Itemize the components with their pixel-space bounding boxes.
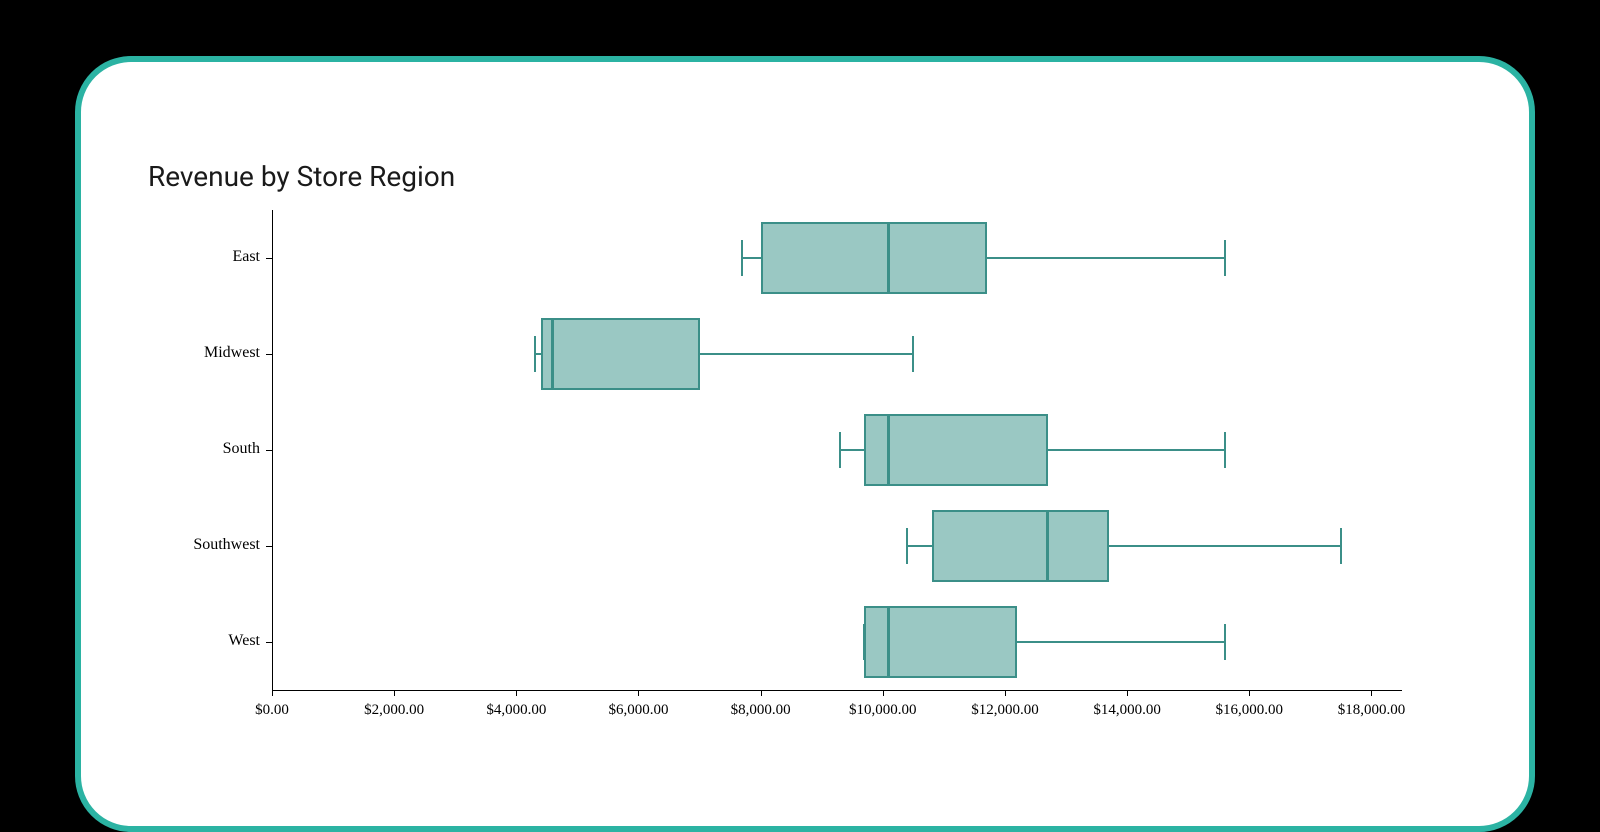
y-tick xyxy=(266,546,272,547)
box xyxy=(541,318,700,390)
whisker-high xyxy=(700,353,914,355)
x-tick xyxy=(638,690,639,696)
whisker-cap-high xyxy=(1224,432,1226,468)
x-tick-label: $16,000.00 xyxy=(1189,702,1309,719)
boxplot-plot-area: EastMidwestSouthSouthwestWest$0.00$2,000… xyxy=(272,210,1402,690)
median-line xyxy=(887,222,890,294)
y-axis-line xyxy=(272,210,273,690)
x-tick xyxy=(516,690,517,696)
x-tick-label: $4,000.00 xyxy=(456,702,576,719)
x-tick xyxy=(1005,690,1006,696)
x-tick-label: $6,000.00 xyxy=(578,702,698,719)
x-tick xyxy=(272,690,273,696)
x-tick xyxy=(883,690,884,696)
y-tick-label: South xyxy=(160,440,260,458)
x-tick-label: $18,000.00 xyxy=(1311,702,1431,719)
y-tick-label: East xyxy=(160,248,260,266)
y-tick xyxy=(266,450,272,451)
whisker-cap-low xyxy=(839,432,841,468)
whisker-cap-high xyxy=(912,336,914,372)
x-tick xyxy=(394,690,395,696)
median-line xyxy=(887,606,890,678)
x-tick-label: $10,000.00 xyxy=(823,702,943,719)
whisker-high xyxy=(1109,545,1341,547)
whisker-high xyxy=(987,257,1225,259)
whisker-high xyxy=(1048,449,1225,451)
x-tick xyxy=(1127,690,1128,696)
median-line xyxy=(1046,510,1049,582)
whisker-cap-high xyxy=(1224,624,1226,660)
box xyxy=(932,510,1109,582)
box xyxy=(864,414,1047,486)
whisker-low xyxy=(742,257,760,259)
y-tick xyxy=(266,642,272,643)
box xyxy=(761,222,987,294)
x-tick-label: $2,000.00 xyxy=(334,702,454,719)
x-tick-label: $12,000.00 xyxy=(945,702,1065,719)
x-tick xyxy=(1249,690,1250,696)
chart-title: Revenue by Store Region xyxy=(148,160,455,193)
whisker-high xyxy=(1017,641,1225,643)
y-tick-label: Midwest xyxy=(160,344,260,362)
x-tick-label: $14,000.00 xyxy=(1067,702,1187,719)
x-tick-label: $0.00 xyxy=(212,702,332,719)
whisker-cap-low xyxy=(906,528,908,564)
median-line xyxy=(551,318,554,390)
y-tick-label: Southwest xyxy=(160,536,260,554)
whisker-low xyxy=(907,545,931,547)
y-tick xyxy=(266,354,272,355)
x-tick-label: $8,000.00 xyxy=(701,702,821,719)
whisker-low xyxy=(840,449,864,451)
whisker-cap-high xyxy=(1340,528,1342,564)
chart-card: Revenue by Store Region EastMidwestSouth… xyxy=(75,56,1535,832)
whisker-cap-low xyxy=(741,240,743,276)
x-tick xyxy=(1371,690,1372,696)
whisker-cap-low xyxy=(534,336,536,372)
y-tick xyxy=(266,258,272,259)
y-tick-label: West xyxy=(160,632,260,650)
x-axis-line xyxy=(272,690,1402,691)
median-line xyxy=(887,414,890,486)
whisker-cap-high xyxy=(1224,240,1226,276)
x-tick xyxy=(761,690,762,696)
